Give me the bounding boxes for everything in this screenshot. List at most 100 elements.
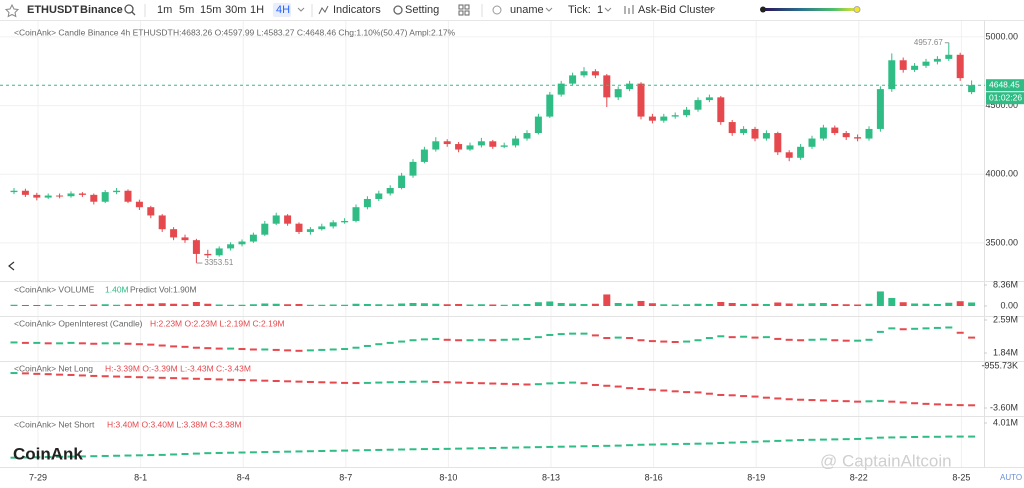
series-mark [842, 339, 850, 342]
series-mark [318, 348, 326, 351]
series-mark [648, 340, 656, 343]
series-mark [10, 341, 18, 344]
series-mark [409, 339, 417, 342]
volume-bar [147, 303, 155, 306]
volume-bar [626, 303, 634, 306]
series-mark [341, 449, 349, 452]
candle-body [557, 83, 565, 95]
series-mark [797, 398, 805, 401]
heat-scale[interactable] [762, 8, 858, 11]
volume-bar [215, 304, 223, 306]
indicators-icon [318, 5, 329, 15]
series-mark [523, 337, 531, 340]
candle-body [455, 144, 463, 150]
volume-bar [557, 302, 565, 306]
series-mark [466, 447, 474, 450]
setting-button[interactable]: Setting [405, 4, 439, 16]
series-mark [398, 380, 406, 383]
series-mark [591, 445, 599, 448]
interval-button[interactable]: 5m [179, 4, 194, 16]
volume-bar [398, 303, 406, 306]
chevron[interactable] [545, 7, 553, 12]
search-icon[interactable] [124, 4, 134, 14]
interval-button[interactable]: 4H [276, 4, 290, 16]
x-tick-label: 7-29 [29, 472, 47, 482]
series-mark [386, 381, 394, 384]
volume-bar [945, 302, 953, 306]
candle-body [671, 115, 679, 117]
series-mark [443, 338, 451, 341]
volume-bar [751, 303, 759, 306]
series-mark [33, 456, 41, 459]
series-mark [671, 341, 679, 343]
series-mark [774, 337, 782, 340]
star-icon[interactable] [4, 3, 20, 18]
series-mark [398, 340, 406, 343]
series-mark [443, 381, 451, 384]
series-mark [67, 341, 75, 344]
series-mark [956, 435, 964, 438]
x-tick-label: 8-25 [952, 472, 970, 482]
series-mark [819, 438, 827, 441]
series-mark [591, 334, 599, 337]
series-mark [10, 372, 18, 375]
series-mark [90, 455, 98, 458]
series-mark [717, 335, 725, 338]
series-mark [306, 450, 314, 453]
volume-bar [67, 304, 75, 306]
series-mark [489, 339, 497, 342]
indicators-button[interactable]: Indicators [333, 4, 381, 16]
interval-button[interactable]: 15m [200, 4, 221, 16]
cluster-button[interactable]: Ask-Bid Cluster [638, 4, 714, 16]
series-mark [227, 378, 235, 381]
series-mark [420, 448, 428, 451]
tick-value[interactable]: 1 [597, 4, 603, 16]
candle-body [717, 97, 725, 123]
series-mark [44, 373, 52, 376]
series-mark [386, 448, 394, 451]
chevron[interactable] [604, 7, 612, 12]
series-mark [785, 338, 793, 341]
candle-body [261, 223, 269, 235]
series-mark [968, 404, 976, 407]
series-mark [751, 440, 759, 443]
candle-body [420, 149, 428, 162]
series-mark [10, 456, 18, 459]
volume-bar [956, 301, 964, 306]
series-mark [614, 336, 622, 339]
series-mark [352, 382, 360, 385]
interval-button[interactable]: 1H [250, 4, 264, 16]
auto-scale[interactable]: AUTO [1000, 473, 1022, 482]
series-mark [284, 349, 292, 352]
panel-header: <CoinAnk> Net Long [14, 363, 93, 373]
user[interactable]: uname [510, 4, 544, 16]
series-mark [557, 381, 565, 384]
layout-icon[interactable] [458, 4, 470, 16]
volume-bar [124, 304, 132, 306]
candle-body [477, 141, 485, 146]
series-mark [740, 335, 748, 338]
series-mark [637, 339, 645, 342]
interval-button[interactable]: 30m [225, 4, 246, 16]
series-mark [785, 398, 793, 401]
series-mark [876, 330, 884, 333]
symbol[interactable]: ETHUSDT [27, 4, 79, 16]
heat-handle[interactable] [853, 6, 861, 13]
series-mark [306, 380, 314, 383]
interval-button[interactable]: 1m [157, 4, 172, 16]
volume-bar [181, 304, 189, 306]
volume-bar [10, 304, 18, 306]
candle-body [158, 215, 166, 230]
collapse-arrow[interactable] [8, 261, 15, 271]
volume-bar [523, 303, 531, 306]
candle-body [523, 133, 531, 139]
chevron[interactable] [708, 7, 716, 12]
series-mark [694, 442, 702, 445]
chevron[interactable] [297, 7, 305, 12]
series-mark [546, 382, 554, 385]
series-mark [671, 443, 679, 446]
intervals: 1m 5m 15m 30m 1H 4H [157, 3, 291, 17]
heat-handle[interactable] [760, 6, 766, 13]
series-mark [968, 435, 976, 438]
high-label: 4957.67 [914, 38, 943, 47]
